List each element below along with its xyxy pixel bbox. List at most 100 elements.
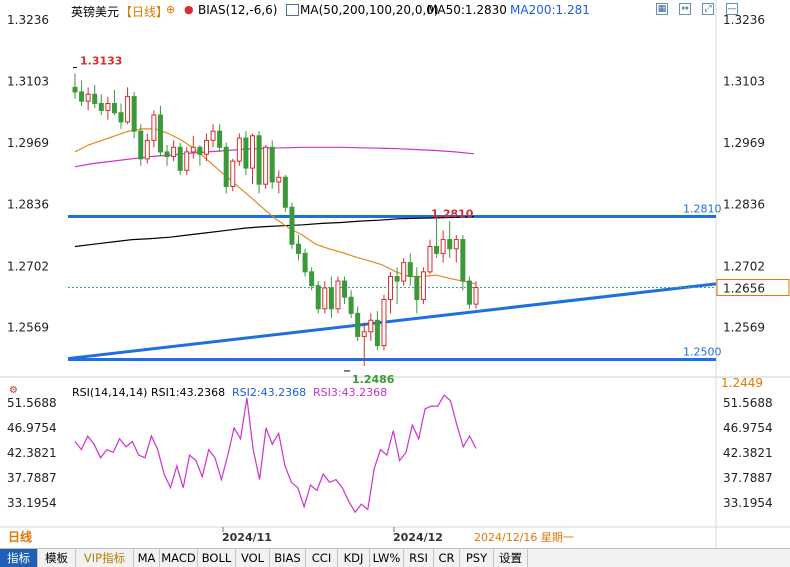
candle-body[interactable] xyxy=(473,287,479,305)
candle-body[interactable] xyxy=(79,91,85,102)
tab-2[interactable]: 模板 xyxy=(38,549,76,567)
candle-body[interactable] xyxy=(309,271,315,287)
settings-gear-icon[interactable]: ⚙ xyxy=(9,385,18,396)
candle-body[interactable] xyxy=(440,239,446,254)
tab-14[interactable]: PSY xyxy=(460,549,494,567)
candle-body[interactable] xyxy=(131,96,137,132)
candle-body[interactable] xyxy=(355,312,361,337)
candle-body[interactable] xyxy=(98,102,104,111)
candle-body[interactable] xyxy=(203,139,209,155)
candle-body[interactable] xyxy=(151,114,157,141)
tab-11[interactable]: LW% xyxy=(370,549,404,567)
minimize-icon[interactable]: — xyxy=(726,3,738,15)
price-tick-right: 1.3103 xyxy=(723,74,765,88)
tab-5[interactable]: MACD xyxy=(160,549,198,567)
candle-body[interactable] xyxy=(328,287,334,310)
period-label[interactable]: 【日线】 xyxy=(120,5,169,19)
candle-body[interactable] xyxy=(289,206,295,245)
tab-3[interactable]: VIP指标 xyxy=(76,549,134,567)
candle-body[interactable] xyxy=(335,280,341,310)
candle-body[interactable] xyxy=(177,146,183,171)
candle-body[interactable] xyxy=(125,96,131,123)
candle-body[interactable] xyxy=(230,160,236,188)
tab-13[interactable]: CR xyxy=(434,549,460,567)
ma-label[interactable]: MA(50,200,100,20,0,0) xyxy=(300,3,439,17)
tab-6[interactable]: BOLL xyxy=(198,549,236,567)
candle-body[interactable] xyxy=(414,275,420,301)
price-tick-left: 1.3103 xyxy=(7,74,49,88)
candle-body[interactable] xyxy=(118,112,124,123)
candle-body[interactable] xyxy=(407,262,413,277)
expand-icon[interactable]: ⇔ xyxy=(679,3,691,15)
candle-body[interactable] xyxy=(243,137,249,169)
candle-body[interactable] xyxy=(217,130,223,148)
candle-body[interactable] xyxy=(361,331,367,337)
candle-body[interactable] xyxy=(276,176,282,183)
candle-body[interactable] xyxy=(302,252,308,273)
candle-body[interactable] xyxy=(401,262,407,282)
candle-body[interactable] xyxy=(368,319,374,333)
candle-body[interactable] xyxy=(420,271,426,301)
candle-body[interactable] xyxy=(348,296,354,314)
candle-body[interactable] xyxy=(157,114,163,153)
candle-body[interactable] xyxy=(263,146,269,185)
candle-body[interactable] xyxy=(197,146,203,155)
candle-body[interactable] xyxy=(164,151,170,158)
candle-body[interactable] xyxy=(269,146,275,183)
tab-12[interactable]: RSI xyxy=(404,549,434,567)
candle-body[interactable] xyxy=(105,102,111,111)
tab-15[interactable]: 设置 xyxy=(494,549,528,567)
candle-body[interactable] xyxy=(223,146,229,188)
period-button-bg[interactable] xyxy=(0,528,52,546)
rsi-tick-left: 37.7887 xyxy=(7,471,57,485)
candle-body[interactable] xyxy=(138,130,144,160)
candle-body[interactable] xyxy=(144,139,150,160)
candle-body[interactable] xyxy=(388,275,394,301)
candle-body[interactable] xyxy=(296,243,302,254)
candle-body[interactable] xyxy=(447,239,453,250)
candle-body[interactable] xyxy=(171,146,177,158)
fullscreen-icon[interactable]: ⤢ xyxy=(702,3,714,15)
candle-body[interactable] xyxy=(256,135,262,185)
candle-body[interactable] xyxy=(374,319,380,347)
candle-body[interactable] xyxy=(434,245,440,254)
candle-body[interactable] xyxy=(322,287,328,310)
candle-body[interactable] xyxy=(184,151,190,171)
tab-10[interactable]: KDJ xyxy=(338,549,370,567)
bias-label[interactable]: BIAS(12,-6,6) xyxy=(198,3,278,17)
rising-trendline[interactable] xyxy=(67,282,717,361)
pin-icon[interactable]: ● xyxy=(184,3,194,16)
candle-body[interactable] xyxy=(236,137,242,162)
candle-body[interactable] xyxy=(342,280,348,298)
tab-7[interactable]: VOL xyxy=(236,549,270,567)
symbol-name[interactable]: 英镑美元 xyxy=(71,5,120,19)
candle-body[interactable] xyxy=(282,176,288,208)
tab-1[interactable]: 指标 xyxy=(0,549,38,567)
tab-9[interactable]: CCI xyxy=(306,549,338,567)
chart-canvas[interactable]: ⚙ 2024/11 2024/12 2024/12/16 星期一 日线 RSI(… xyxy=(0,0,790,548)
grid-icon[interactable]: ▦ xyxy=(656,3,668,15)
candle-body[interactable] xyxy=(190,146,196,153)
indicator-icon[interactable] xyxy=(286,4,299,16)
candle-body[interactable] xyxy=(381,299,387,347)
candle-body[interactable] xyxy=(453,239,459,250)
candle-body[interactable] xyxy=(72,86,78,93)
tab-8[interactable]: BIAS xyxy=(270,549,306,567)
candle-body[interactable] xyxy=(315,285,321,310)
period-button[interactable]: 日线 xyxy=(8,529,32,544)
add-icon[interactable]: ⊕ xyxy=(166,3,176,16)
candle-body[interactable] xyxy=(85,93,91,102)
candle-body[interactable] xyxy=(92,93,98,104)
candle-body[interactable] xyxy=(460,239,466,282)
rsi-tick-right: 33.1954 xyxy=(723,496,773,510)
rsi-title: RSI(14,14,14) xyxy=(72,386,147,399)
candle-body[interactable] xyxy=(427,245,433,273)
level-upper-label: 1.2810 xyxy=(683,202,722,215)
candle-body[interactable] xyxy=(466,280,472,305)
tab-4[interactable]: MA xyxy=(134,549,160,567)
recent-high-label: 1.2810 xyxy=(431,207,474,220)
candle-body[interactable] xyxy=(394,275,400,282)
candle-body[interactable] xyxy=(249,135,255,169)
candle-body[interactable] xyxy=(210,130,216,141)
candle-body[interactable] xyxy=(111,102,117,114)
